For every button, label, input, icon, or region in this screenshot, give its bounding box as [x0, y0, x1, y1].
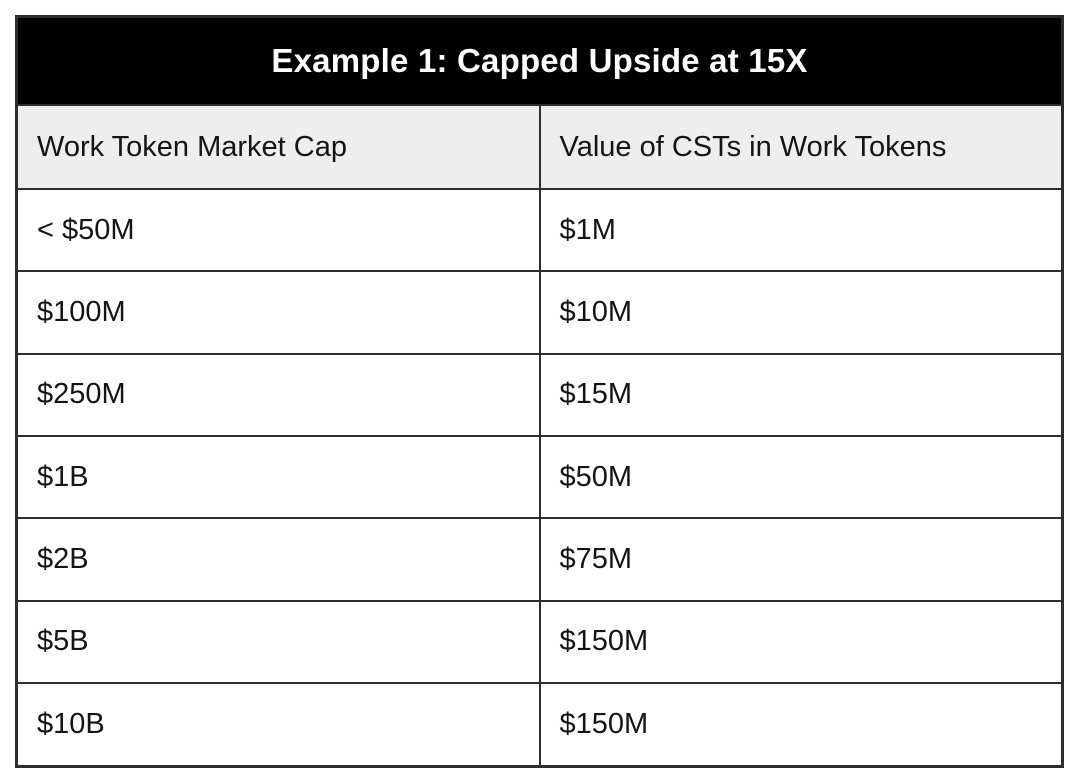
cst-value-cell: $150M	[538, 681, 1064, 768]
column-header-work-token-market-cap: Work Token Market Cap	[15, 104, 541, 190]
table-title-row: Example 1: Capped Upside at 15X	[15, 15, 1064, 106]
cst-value-cell: $1M	[538, 187, 1064, 273]
cst-value-cell: $50M	[538, 434, 1064, 520]
cst-value-cell: $75M	[538, 517, 1064, 602]
cst-value-cell: $10M	[538, 270, 1064, 355]
cst-value-cell: $150M	[538, 599, 1064, 684]
table-row: $2B $75M	[15, 517, 1064, 602]
table-row: $5B $150M	[15, 599, 1064, 684]
table-head: Example 1: Capped Upside at 15X Work Tok…	[15, 15, 1064, 190]
table-header-row: Work Token Market Cap Value of CSTs in W…	[15, 104, 1064, 190]
table-row: $1B $50M	[15, 434, 1064, 520]
cst-value-cell: $15M	[538, 352, 1064, 437]
market-cap-cell: $1B	[15, 434, 541, 520]
table-title: Example 1: Capped Upside at 15X	[15, 15, 1064, 106]
column-header-value-of-csts: Value of CSTs in Work Tokens	[538, 104, 1064, 190]
table-row: < $50M $1M	[15, 187, 1064, 273]
market-cap-cell: < $50M	[15, 187, 541, 273]
table-row: $250M $15M	[15, 352, 1064, 437]
table-row: $10B $150M	[15, 681, 1064, 768]
capped-upside-table: Example 1: Capped Upside at 15X Work Tok…	[15, 15, 1064, 768]
table-body: < $50M $1M $100M $10M $250M $15M $1B $50M $2B $75…	[15, 187, 1064, 768]
market-cap-cell: $5B	[15, 599, 541, 684]
market-cap-cell: $100M	[15, 270, 541, 355]
market-cap-cell: $250M	[15, 352, 541, 437]
market-cap-cell: $2B	[15, 517, 541, 602]
table-row: $100M $10M	[15, 270, 1064, 355]
market-cap-cell: $10B	[15, 681, 541, 768]
